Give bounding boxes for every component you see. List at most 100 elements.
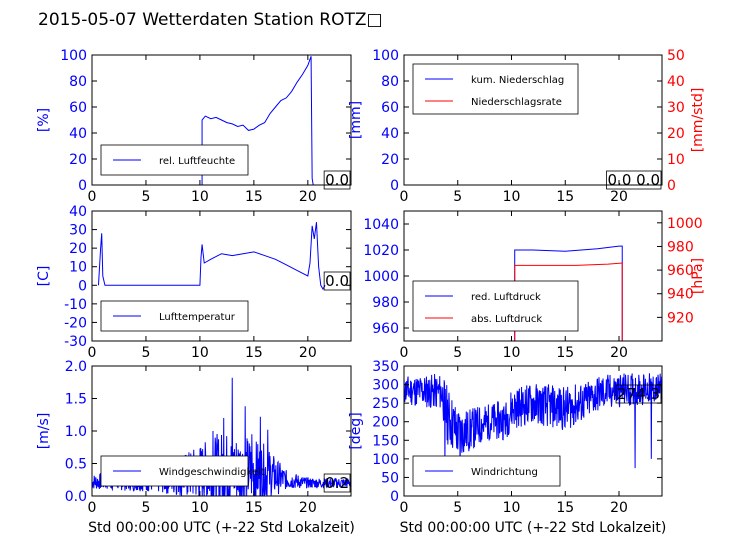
y-tick-label: 200 xyxy=(372,415,399,431)
x-tick-label: 10 xyxy=(191,500,209,516)
current-value: 0.0 xyxy=(325,171,349,189)
legend: Windrichtung xyxy=(412,455,561,487)
y-tick-label: 0 xyxy=(390,489,399,505)
series-group xyxy=(92,56,351,185)
chart-precip: 0 5 10 15 20 0 20 40 60 80 100 0 10 20 30 40 50 [mm/std] [… xyxy=(348,48,706,205)
y-tick-label: 100 xyxy=(60,48,87,64)
y-axis-label: [C] xyxy=(36,266,52,287)
y-axis-label: [mm] xyxy=(348,101,364,139)
y-tick-label: 20 xyxy=(381,152,399,168)
x-tick-label: 5 xyxy=(141,345,150,361)
y-tick-label: -20 xyxy=(64,315,87,331)
value-frame xyxy=(615,384,662,404)
legend-box xyxy=(412,63,579,115)
legend-label: Windgeschwindigkeit xyxy=(159,467,265,478)
x-tick-label: 20 xyxy=(299,345,317,361)
y-tick-label: 30 xyxy=(69,223,87,239)
x-tick-label: 15 xyxy=(245,500,263,516)
y2-tick-label: 980 xyxy=(667,239,694,255)
legend: Lufttemperatur xyxy=(100,300,249,332)
y-tick-label: 0.5 xyxy=(65,457,87,473)
series-group xyxy=(514,245,623,341)
legend-label: abs. Luftdruck xyxy=(471,314,542,325)
y2-tick-label: 10 xyxy=(667,152,685,168)
y2-tick-label: 20 xyxy=(667,126,685,142)
y-tick-label: 80 xyxy=(381,74,399,90)
y-tick-label: 40 xyxy=(69,126,87,142)
y2-tick-label: 30 xyxy=(667,100,685,116)
series-line-0 xyxy=(404,373,662,469)
legend: kum. Niederschlag Niederschlagsrate xyxy=(412,63,579,115)
y-axis-label: [m/s] xyxy=(36,413,52,450)
y-tick-label: 40 xyxy=(69,204,87,220)
y2-tick-label: 50 xyxy=(667,48,685,64)
current-value-box: 0.2 xyxy=(323,473,351,493)
y-tick-label: 40 xyxy=(381,126,399,142)
chart-wind: 0 5 10 15 20 0.0 0.5 1.0 1.5 2.0 [m/s] Std 00:00:00… xyxy=(36,359,355,536)
chart-temperature: 0 5 10 15 20 -30 -20 -10 0 10 20 30 40 [C] Lufttempera… xyxy=(36,204,352,361)
y-tick-label: 20 xyxy=(69,241,87,257)
y-tick-label: 20 xyxy=(69,152,87,168)
y-tick-label: 150 xyxy=(372,433,399,449)
current-value: 0.2 xyxy=(325,474,349,492)
series-line-0 xyxy=(92,56,351,185)
value-frame xyxy=(606,170,662,190)
y-tick-label: 1040 xyxy=(363,217,399,233)
y-tick-label: 1020 xyxy=(363,243,399,259)
y-axis-label: [%] xyxy=(36,108,52,132)
y-tick-label: -10 xyxy=(64,297,87,313)
series-group xyxy=(97,222,326,290)
plot-frame xyxy=(91,54,352,186)
x-tick-label: 5 xyxy=(141,500,150,516)
chart-pressure: 0 5 10 15 20 960 980 1000 1020 1040 920 940 960 980 10… xyxy=(363,210,706,361)
y-tick-label: 0 xyxy=(78,278,87,294)
x-tick-label: 5 xyxy=(141,189,150,205)
y-tick-label: 250 xyxy=(372,396,399,412)
y-tick-label: 60 xyxy=(381,100,399,116)
y2-tick-label: 920 xyxy=(667,310,694,326)
x-axis-label: Std 00:00:00 UTC (+-22 Std Lokalzeit) xyxy=(400,520,667,536)
x-tick-label: 15 xyxy=(245,345,263,361)
y-tick-label: 960 xyxy=(372,321,399,337)
x-tick-label: 0 xyxy=(400,345,409,361)
current-value: 0.0 0.0 xyxy=(608,171,660,189)
legend: red. Luftdruck abs. Luftdruck xyxy=(412,280,579,332)
y-tick-label: 1.0 xyxy=(65,424,87,440)
value-frame xyxy=(323,170,351,190)
legend-label: kum. Niederschlag xyxy=(471,75,564,86)
x-tick-label: 5 xyxy=(453,500,462,516)
y-tick-label: 80 xyxy=(69,74,87,90)
y-tick-label: 350 xyxy=(372,359,399,375)
x-tick-label: 15 xyxy=(556,500,574,516)
y-tick-label: 50 xyxy=(381,470,399,486)
current-value: 0.0 xyxy=(325,272,349,290)
y-tick-label: -30 xyxy=(64,334,87,350)
legend-label: rel. Luftfeuchte xyxy=(159,156,235,167)
series-line-0 xyxy=(514,245,623,341)
y2-axis-label: [mm/std] xyxy=(690,88,706,153)
y2-tick-label: 1000 xyxy=(667,216,703,232)
legend-label: red. Luftdruck xyxy=(471,292,541,303)
x-tick-label: 5 xyxy=(453,189,462,205)
value-frame xyxy=(323,271,351,291)
x-tick-label: 10 xyxy=(503,500,521,516)
y-tick-label: 1000 xyxy=(363,269,399,285)
legend: Windgeschwindigkeit xyxy=(100,455,265,487)
chart-humidity: 0 5 10 15 20 0 20 40 60 80 100 [%] rel. Luftfeuchte 0… xyxy=(36,48,352,205)
legend-label: Niederschlagsrate xyxy=(471,97,562,108)
figure-title: 2015-05-07 Wetterdaten Station ROTZ□ xyxy=(38,10,383,30)
legend-label: Windrichtung xyxy=(471,467,538,478)
y-tick-label: 0 xyxy=(78,178,87,194)
series-line-0 xyxy=(97,222,326,290)
y2-tick-label: 940 xyxy=(667,287,694,303)
plot-frame xyxy=(403,54,663,186)
x-tick-label: 0 xyxy=(88,345,97,361)
x-tick-label: 15 xyxy=(556,345,574,361)
x-tick-label: 10 xyxy=(191,345,209,361)
y2-axis-label: [hPa] xyxy=(690,258,706,294)
x-tick-label: 20 xyxy=(610,500,628,516)
y-axis-label: [deg] xyxy=(348,412,364,449)
legend: rel. Luftfeuchte xyxy=(100,144,249,176)
